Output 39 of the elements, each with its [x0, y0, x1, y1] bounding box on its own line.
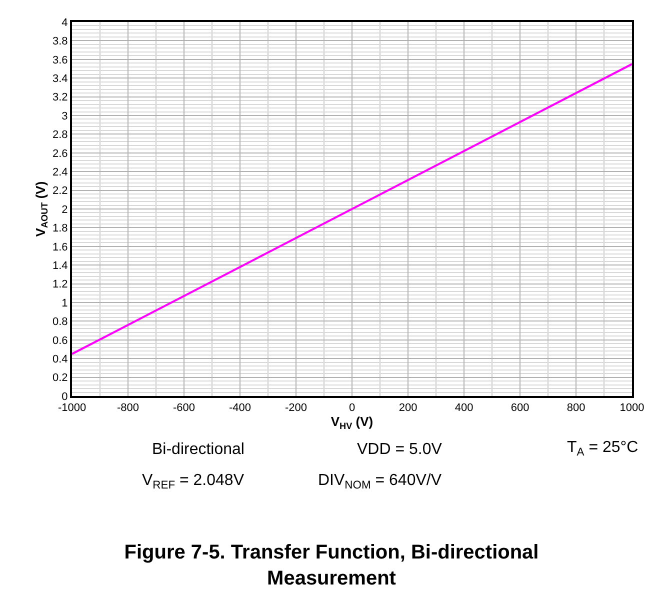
y-tick-label: 2: [62, 204, 68, 216]
x-tick-label: 800: [566, 402, 586, 414]
text: T$_{A}$ = 25°C: [567, 439, 638, 458]
text: VDD = 5.0V: [357, 441, 442, 458]
x-tick-label: -800: [116, 402, 140, 414]
text: DIV$_{NOM}$ = 640V/V: [318, 472, 442, 492]
y-tick-label: 0.8: [52, 316, 68, 328]
y-tick-label: 3: [62, 110, 68, 122]
y-tick-label: 1.8: [52, 222, 68, 235]
y-tick-label: 0.6: [52, 334, 68, 347]
x-tick-label: 0: [348, 402, 356, 414]
y-tick-label: 3.4: [52, 72, 68, 85]
y-tick-label: 2.4: [52, 166, 68, 178]
y-tick-label: 1.2: [52, 278, 68, 291]
y-tick-label: 1.6: [52, 241, 68, 254]
x-tick-label: -400: [228, 402, 252, 414]
y-tick-label: 2.8: [52, 129, 68, 142]
text: Figure 7-5. Transfer Function, Bi-directional Measurement: [124, 542, 539, 590]
y-tick-label: 1.4: [52, 260, 68, 272]
x-axis-title: V$_{HV}$ (V): [330, 414, 374, 431]
y-tick-label: 3.2: [52, 92, 68, 104]
x-tick-label: -600: [172, 402, 196, 414]
x-tick-label: 1000: [620, 402, 644, 414]
y-tick-label: 2.2: [52, 185, 68, 198]
text: Bi-directional: [152, 441, 244, 458]
x-tick-label: -1000: [58, 402, 86, 414]
y-tick-label: 0.2: [52, 372, 68, 384]
y-tick-label: 1: [62, 297, 68, 310]
y-tick-label: 4: [62, 16, 68, 29]
y-tick-label: 3.8: [52, 36, 68, 48]
x-tick-label: 200: [398, 402, 418, 414]
text: V$_{REF}$ = 2.048V: [142, 472, 244, 492]
x-tick-label: -200: [284, 402, 308, 414]
x-tick-label: 400: [454, 402, 474, 414]
y-tick-label: 0.4: [52, 353, 68, 366]
x-tick-label: 600: [510, 402, 530, 414]
y-tick-label: 3.6: [52, 54, 68, 66]
y-tick-label: 0: [62, 390, 68, 403]
y-tick-label: 2.6: [52, 148, 68, 160]
